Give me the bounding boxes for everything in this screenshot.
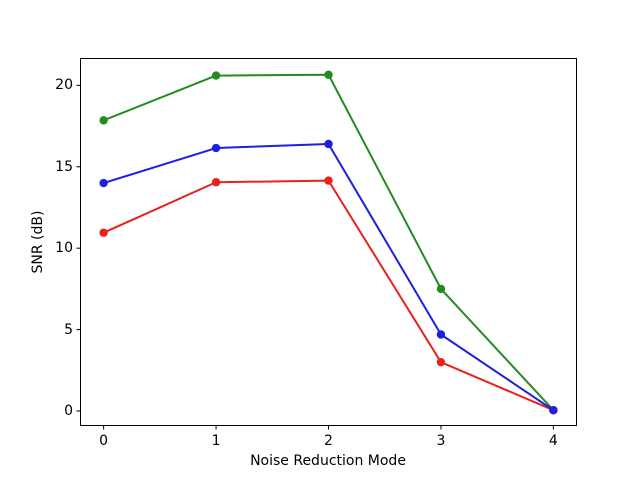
x-tick-label: 2 bbox=[324, 433, 333, 449]
x-tick-label: 4 bbox=[548, 433, 558, 449]
red-series-marker bbox=[99, 228, 108, 237]
red-series-line bbox=[103, 179, 554, 412]
blue-series-marker bbox=[324, 139, 333, 149]
x-axis-label: Noise Reduction Mode bbox=[250, 453, 406, 469]
blue-series-marker bbox=[99, 178, 108, 188]
y-tick-label: 15 bbox=[55, 158, 73, 175]
axes-spines bbox=[80, 58, 577, 426]
y-axis-label: SNR (dB) bbox=[30, 210, 46, 274]
plot-area bbox=[76, 58, 577, 430]
x-tick-label: 1 bbox=[211, 433, 221, 449]
x-tick-label: 0 bbox=[99, 433, 109, 449]
red-series-marker bbox=[211, 178, 221, 187]
green-series-marker bbox=[99, 116, 108, 125]
green-series-marker bbox=[324, 70, 333, 79]
green-series-marker bbox=[436, 284, 446, 294]
green-series-marker bbox=[211, 71, 221, 80]
y-tick-label: 10 bbox=[55, 240, 73, 257]
y-tick-label: 0 bbox=[64, 403, 73, 420]
red-series-marker bbox=[436, 357, 446, 367]
blue-series-marker bbox=[549, 406, 558, 415]
red-series-marker bbox=[324, 176, 333, 185]
y-tick-label: 5 bbox=[64, 321, 73, 338]
x-tick-label: 3 bbox=[436, 433, 446, 449]
green-series-line bbox=[103, 73, 555, 411]
blue-series-marker bbox=[211, 143, 221, 153]
y-tick-label: 20 bbox=[55, 77, 73, 94]
chart-canvas bbox=[76, 58, 577, 430]
blue-series-marker bbox=[436, 330, 446, 339]
